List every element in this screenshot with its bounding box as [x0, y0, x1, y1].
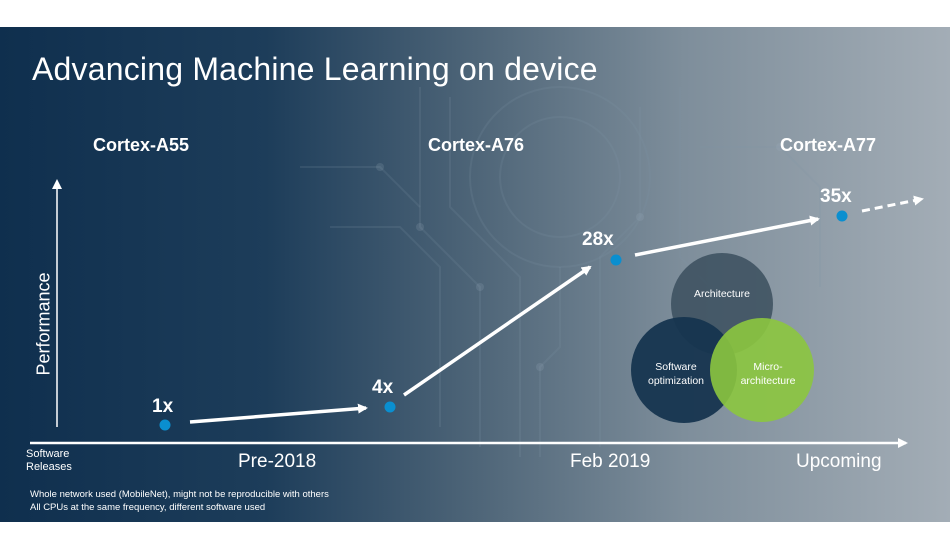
point-35x: [836, 210, 848, 222]
footnotes: Whole network used (MobileNet), might no…: [30, 488, 329, 514]
point-28x: [610, 254, 622, 266]
x-axis-name: Software Releases: [26, 448, 72, 474]
cpu-label-a76: Cortex-A76: [428, 135, 525, 155]
point-label-35x: 35x: [820, 186, 852, 207]
performance-diagram: [30, 179, 924, 448]
cpu-label-a55: Cortex-A55: [93, 135, 190, 155]
x-axis-name-line2: Releases: [26, 461, 72, 473]
x-tick-pre-2018: Pre-2018: [238, 451, 317, 472]
venn-micro-circle: [710, 318, 814, 422]
footnote-1: Whole network used (MobileNet), might no…: [30, 489, 329, 500]
x-tick-upcoming: Upcoming: [796, 451, 882, 472]
venn-architecture-label: Architecture: [693, 288, 751, 300]
slide-title: Advancing Machine Learning on device: [32, 51, 598, 87]
venn-diagram: [631, 253, 814, 423]
venn-micro-label: Micro- architecture: [726, 360, 810, 388]
arrow-28x-to-35x: [634, 215, 820, 257]
point-label-28x: 28x: [582, 229, 614, 250]
point-label-1x: 1x: [152, 396, 174, 417]
venn-micro-line2: architecture: [740, 375, 796, 387]
venn-software-line2: optimization: [647, 375, 705, 387]
arrow-1x-to-4x: [189, 403, 368, 424]
arrow-4x-to-28x: [403, 265, 592, 397]
x-tick-feb-2019: Feb 2019: [570, 451, 651, 472]
venn-software-label: Software optimization: [634, 360, 718, 388]
x-axis-name-line1: Software: [26, 448, 70, 460]
footnote-2: All CPUs at the same frequency, differen…: [30, 502, 266, 513]
point-label-4x: 4x: [372, 377, 394, 398]
circuit-texture: [300, 86, 821, 457]
venn-software-circle: [631, 317, 737, 423]
cpu-label-a77: Cortex-A77: [780, 135, 877, 155]
point-4x: [384, 401, 396, 413]
venn-software-line1: Software: [655, 361, 697, 373]
venn-micro-line1: Micro-: [753, 361, 783, 373]
arrow-35x-upcoming: [861, 195, 924, 213]
point-1x: [159, 419, 171, 431]
slide: Advancing Machine Learning on device Cor…: [0, 27, 950, 522]
